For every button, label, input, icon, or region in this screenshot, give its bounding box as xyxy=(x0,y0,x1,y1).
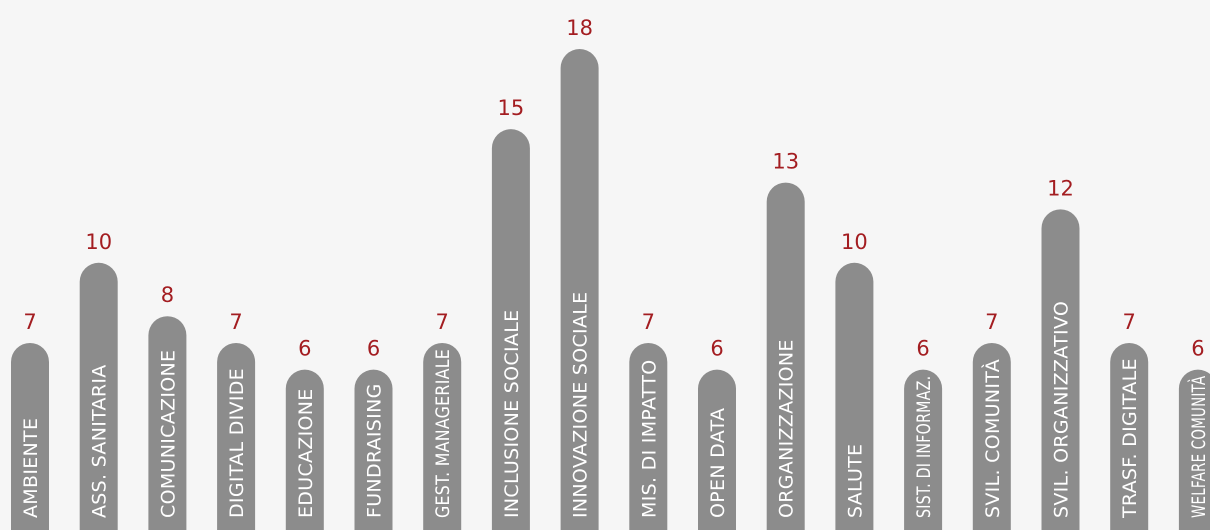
bar-3 xyxy=(217,343,256,530)
bar-8 xyxy=(560,49,599,530)
bar-5 xyxy=(354,369,393,530)
category-label-5: FUNDRAISING xyxy=(364,383,386,518)
bar-10 xyxy=(698,369,736,530)
value-label-10: 6 xyxy=(710,337,723,361)
category-labels-group: AMBIENTE ASS. SANITARIA COMUNICAZIONE DIGIT… xyxy=(20,292,1210,519)
bar-14 xyxy=(972,343,1011,530)
value-label-9: 7 xyxy=(642,310,655,334)
bar-7 xyxy=(491,129,530,530)
value-label-4: 6 xyxy=(298,337,311,361)
value-label-1: 10 xyxy=(85,230,112,254)
value-label-5: 6 xyxy=(367,337,380,361)
category-label-12: SALUTE xyxy=(844,444,866,518)
value-label-16: 7 xyxy=(1123,310,1136,334)
category-label-15: SVIL. ORGANIZZATIVO xyxy=(1051,301,1073,518)
category-label-11: ORGANIZZAZIONE xyxy=(776,339,798,518)
bar-6 xyxy=(423,343,462,530)
value-label-2: 8 xyxy=(161,283,174,307)
value-label-7: 15 xyxy=(498,96,525,120)
category-label-4: EDUCAZIONE xyxy=(295,388,317,518)
category-label-8: INNOVAZIONE SOCIALE xyxy=(570,292,592,518)
bar-1 xyxy=(79,262,118,530)
category-label-13: SIST. DI INFORMAZ. xyxy=(913,376,935,518)
bar-16 xyxy=(1110,343,1149,530)
bar-13 xyxy=(904,369,943,530)
category-label-6: GEST. MANAGERIALE xyxy=(432,349,454,518)
category-label-7: INCLUSIONE SOCIALE xyxy=(501,310,523,518)
value-label-17: 6 xyxy=(1191,337,1204,361)
bar-12 xyxy=(835,262,874,530)
category-label-9: MIS. DI IMPATTO xyxy=(638,359,660,518)
bar-15 xyxy=(1041,209,1080,530)
category-label-1: ASS. SANITARIA xyxy=(89,364,111,518)
bars-group xyxy=(11,49,1210,530)
value-label-0: 7 xyxy=(23,310,36,334)
category-label-2: COMUNICAZIONE xyxy=(157,350,179,518)
category-label-3: DIGITAL DIVIDE xyxy=(226,368,248,518)
category-label-10: OPEN DATA xyxy=(707,408,729,518)
value-label-12: 10 xyxy=(841,230,868,254)
value-labels-group: 7 10 8 7 6 6 7 15 18 7 6 13 10 6 7 12 7 6 xyxy=(23,16,1204,361)
bar-11 xyxy=(766,182,805,530)
value-label-8: 18 xyxy=(566,16,593,40)
value-label-13: 6 xyxy=(916,337,929,361)
value-label-6: 7 xyxy=(436,310,449,334)
bar-17 xyxy=(1178,369,1210,530)
bar-2 xyxy=(148,316,187,530)
bar-9 xyxy=(629,343,668,530)
value-label-11: 13 xyxy=(772,150,799,174)
category-label-14: SVIL. COMUNITÀ xyxy=(981,359,1004,518)
value-label-15: 12 xyxy=(1047,176,1074,200)
bar-0 xyxy=(11,343,49,530)
category-label-17: WELFARE COMUNITÀ xyxy=(1187,376,1210,518)
value-label-3: 7 xyxy=(229,310,242,334)
category-label-0: AMBIENTE xyxy=(20,418,42,518)
bar-4 xyxy=(285,369,324,530)
value-label-14: 7 xyxy=(985,310,998,334)
category-label-16: TRASF. DIGITALE xyxy=(1119,358,1141,519)
